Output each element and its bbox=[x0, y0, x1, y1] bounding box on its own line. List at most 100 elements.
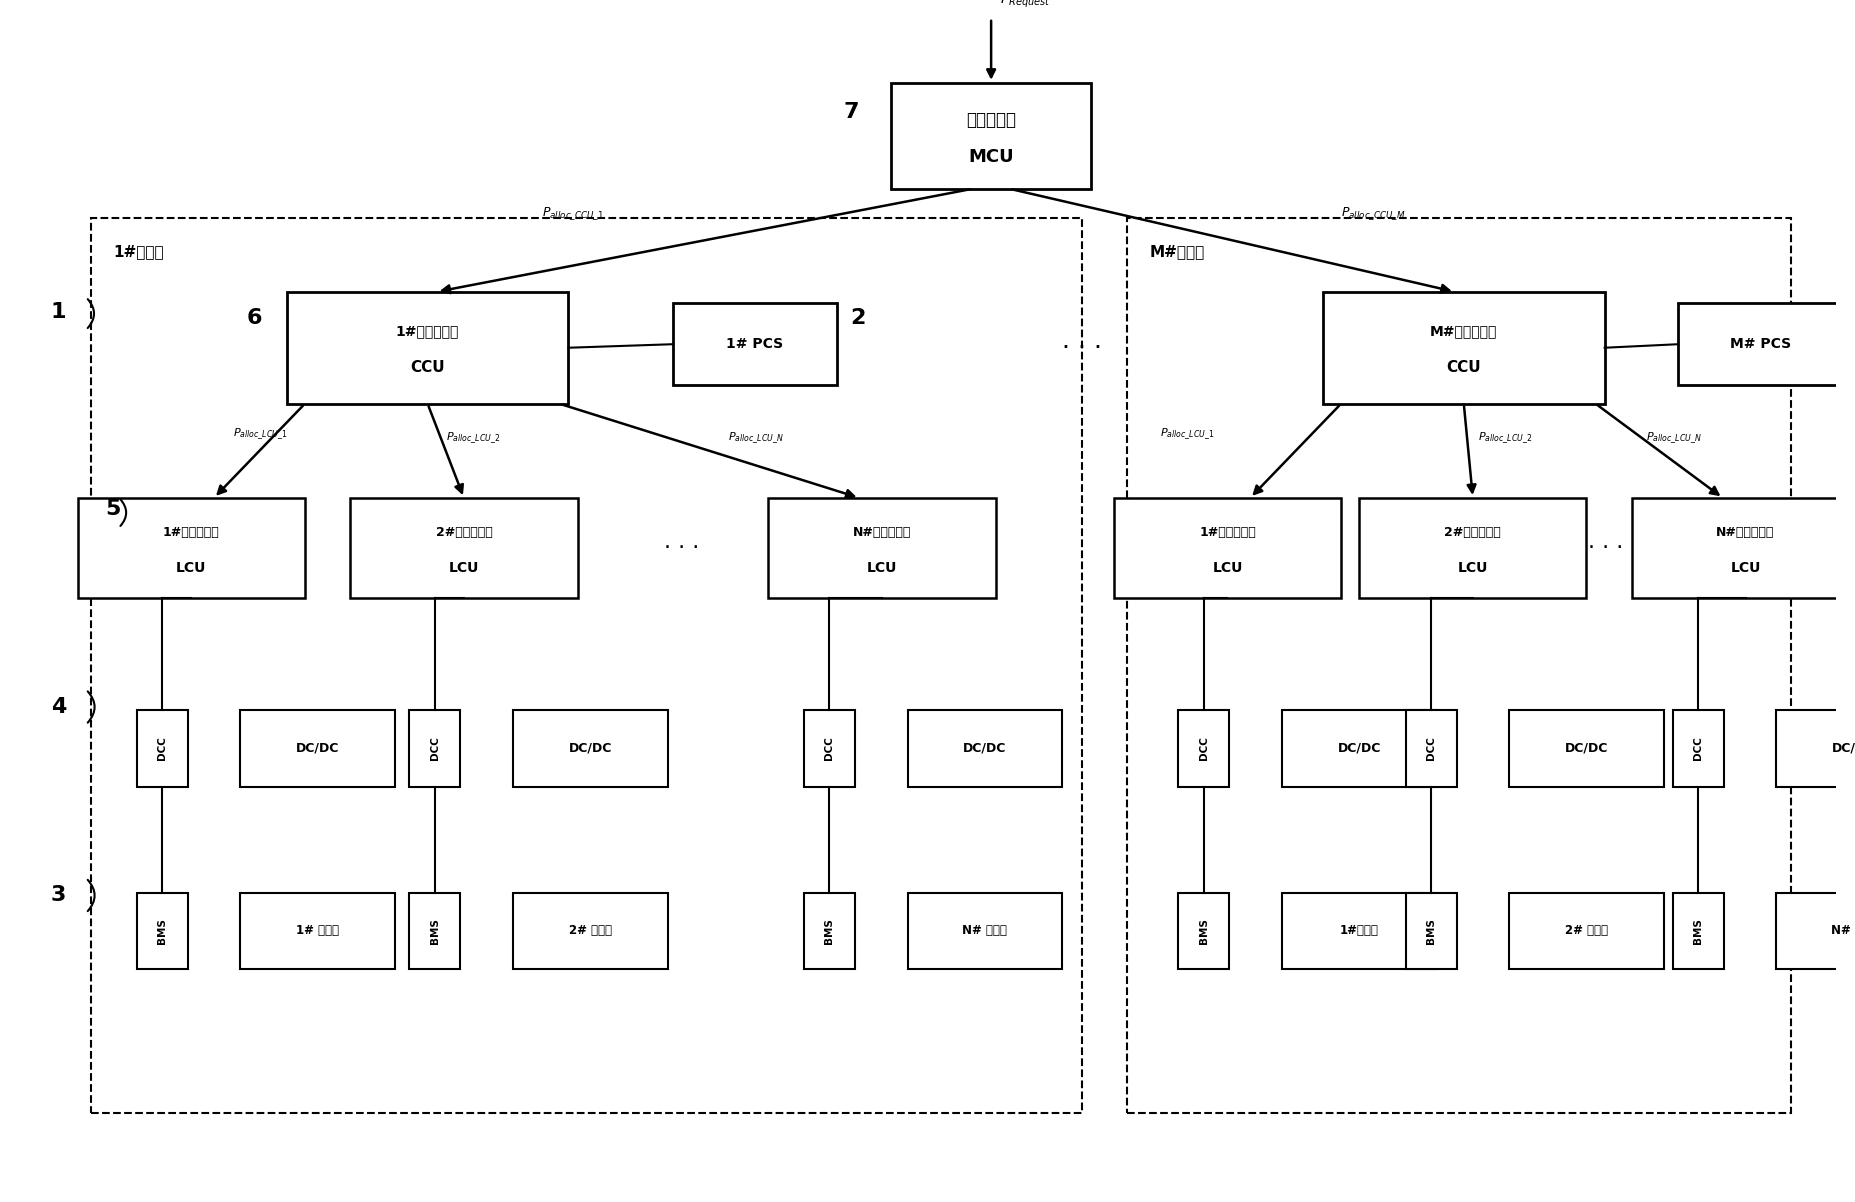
Text: DCC: DCC bbox=[430, 737, 440, 760]
Text: 1#本地控制器: 1#本地控制器 bbox=[1198, 526, 1256, 540]
FancyBboxPatch shape bbox=[1777, 893, 1855, 969]
Text: BMS: BMS bbox=[430, 918, 440, 944]
Text: 6: 6 bbox=[247, 308, 262, 328]
FancyBboxPatch shape bbox=[907, 893, 1063, 969]
Text: $P_{alloc\_CCU\_M}$: $P_{alloc\_CCU\_M}$ bbox=[1341, 206, 1406, 221]
FancyBboxPatch shape bbox=[1178, 710, 1230, 786]
Text: DC/DC: DC/DC bbox=[1337, 742, 1380, 755]
FancyBboxPatch shape bbox=[1113, 498, 1341, 599]
FancyBboxPatch shape bbox=[288, 292, 568, 404]
FancyBboxPatch shape bbox=[907, 710, 1063, 786]
FancyBboxPatch shape bbox=[1282, 893, 1436, 969]
Text: 7: 7 bbox=[844, 102, 859, 123]
Text: 1#本地控制器: 1#本地控制器 bbox=[163, 526, 219, 540]
Text: 4: 4 bbox=[50, 697, 67, 718]
FancyBboxPatch shape bbox=[351, 498, 577, 599]
Text: 1: 1 bbox=[50, 303, 67, 322]
Text: 1#储能柜: 1#储能柜 bbox=[113, 244, 163, 260]
Text: M# PCS: M# PCS bbox=[1729, 338, 1790, 351]
Text: BMS: BMS bbox=[1198, 918, 1209, 944]
Text: DC/DC: DC/DC bbox=[963, 742, 1007, 755]
FancyBboxPatch shape bbox=[803, 893, 855, 969]
FancyBboxPatch shape bbox=[1510, 710, 1664, 786]
Text: $P_{alloc\_LCU\_2}$: $P_{alloc\_LCU\_2}$ bbox=[445, 430, 501, 446]
Text: · · ·: · · · bbox=[1588, 538, 1623, 558]
Text: 2# 电池包: 2# 电池包 bbox=[569, 924, 612, 938]
FancyBboxPatch shape bbox=[514, 710, 668, 786]
FancyBboxPatch shape bbox=[1406, 893, 1456, 969]
FancyBboxPatch shape bbox=[410, 710, 460, 786]
FancyBboxPatch shape bbox=[1679, 303, 1842, 386]
Text: $P_{Request}$: $P_{Request}$ bbox=[1000, 0, 1050, 10]
Text: $P_{alloc\_CCU\_1}$: $P_{alloc\_CCU\_1}$ bbox=[542, 206, 605, 221]
FancyBboxPatch shape bbox=[1360, 498, 1586, 599]
Text: 1#电池包: 1#电池包 bbox=[1339, 924, 1378, 938]
FancyBboxPatch shape bbox=[137, 893, 187, 969]
Text: DCC: DCC bbox=[1198, 737, 1209, 760]
Text: LCU: LCU bbox=[176, 561, 206, 575]
Text: $P_{alloc\_LCU\_1}$: $P_{alloc\_LCU\_1}$ bbox=[234, 427, 288, 442]
Text: 2#本地控制器: 2#本地控制器 bbox=[1445, 526, 1501, 540]
FancyBboxPatch shape bbox=[410, 893, 460, 969]
FancyBboxPatch shape bbox=[78, 498, 304, 599]
Text: M#储能柜: M#储能柜 bbox=[1150, 244, 1204, 260]
Text: DC/DC: DC/DC bbox=[1566, 742, 1608, 755]
Text: LCU: LCU bbox=[866, 561, 898, 575]
Text: 2: 2 bbox=[851, 308, 866, 328]
Text: DC/DC: DC/DC bbox=[297, 742, 339, 755]
FancyBboxPatch shape bbox=[768, 498, 996, 599]
Text: DCC: DCC bbox=[158, 737, 167, 760]
Text: LCU: LCU bbox=[449, 561, 479, 575]
Text: $P_{alloc\_LCU\_N}$: $P_{alloc\_LCU\_N}$ bbox=[727, 430, 783, 446]
Text: LCU: LCU bbox=[1458, 561, 1488, 575]
Text: · · ·: · · · bbox=[664, 538, 699, 558]
FancyBboxPatch shape bbox=[1673, 893, 1723, 969]
FancyBboxPatch shape bbox=[1282, 710, 1436, 786]
Text: MCU: MCU bbox=[968, 148, 1015, 166]
Text: 2#本地控制器: 2#本地控制器 bbox=[436, 526, 492, 540]
Text: CCU: CCU bbox=[410, 361, 445, 375]
FancyBboxPatch shape bbox=[241, 893, 395, 969]
FancyBboxPatch shape bbox=[1510, 893, 1664, 969]
Text: 1#电柜控制器: 1#电柜控制器 bbox=[395, 325, 460, 338]
Text: N#本地控制器: N#本地控制器 bbox=[1716, 526, 1775, 540]
FancyBboxPatch shape bbox=[514, 893, 668, 969]
Text: N# 电池包: N# 电池包 bbox=[963, 924, 1007, 938]
Text: DCC: DCC bbox=[824, 737, 835, 760]
FancyBboxPatch shape bbox=[1777, 710, 1855, 786]
FancyBboxPatch shape bbox=[1406, 710, 1456, 786]
Text: 1# PCS: 1# PCS bbox=[727, 338, 783, 351]
Text: $P_{alloc\_LCU\_N}$: $P_{alloc\_LCU\_N}$ bbox=[1645, 430, 1701, 446]
FancyBboxPatch shape bbox=[890, 83, 1091, 189]
Text: DC/DC: DC/DC bbox=[1833, 742, 1855, 755]
Text: DCC: DCC bbox=[1694, 737, 1703, 760]
Text: LCU: LCU bbox=[1213, 561, 1243, 575]
Text: M#电柜控制器: M#电柜控制器 bbox=[1430, 325, 1497, 338]
Text: 1# 电池包: 1# 电池包 bbox=[297, 924, 339, 938]
Text: CCU: CCU bbox=[1447, 361, 1480, 375]
Text: BMS: BMS bbox=[1694, 918, 1703, 944]
FancyBboxPatch shape bbox=[241, 710, 395, 786]
Text: N# 电池包: N# 电池包 bbox=[1831, 924, 1855, 938]
Text: LCU: LCU bbox=[1731, 561, 1760, 575]
Text: 2# 电池包: 2# 电池包 bbox=[1566, 924, 1608, 938]
Text: 中央控制器: 中央控制器 bbox=[966, 111, 1017, 129]
FancyBboxPatch shape bbox=[673, 303, 837, 386]
FancyBboxPatch shape bbox=[1632, 498, 1855, 599]
Text: DC/DC: DC/DC bbox=[569, 742, 612, 755]
Text: · · ·: · · · bbox=[1063, 335, 1102, 359]
Text: 5: 5 bbox=[106, 499, 121, 519]
Text: N#本地控制器: N#本地控制器 bbox=[853, 526, 911, 540]
FancyBboxPatch shape bbox=[1178, 893, 1230, 969]
FancyBboxPatch shape bbox=[1673, 710, 1723, 786]
Text: $P_{alloc\_LCU\_2}$: $P_{alloc\_LCU\_2}$ bbox=[1478, 430, 1532, 446]
FancyBboxPatch shape bbox=[1323, 292, 1605, 404]
Text: BMS: BMS bbox=[1426, 918, 1436, 944]
FancyBboxPatch shape bbox=[803, 710, 855, 786]
Text: DCC: DCC bbox=[1426, 737, 1436, 760]
FancyBboxPatch shape bbox=[137, 710, 187, 786]
Text: 3: 3 bbox=[50, 886, 67, 905]
Text: BMS: BMS bbox=[824, 918, 835, 944]
Text: BMS: BMS bbox=[158, 918, 167, 944]
Text: $P_{alloc\_LCU\_1}$: $P_{alloc\_LCU\_1}$ bbox=[1159, 427, 1215, 442]
